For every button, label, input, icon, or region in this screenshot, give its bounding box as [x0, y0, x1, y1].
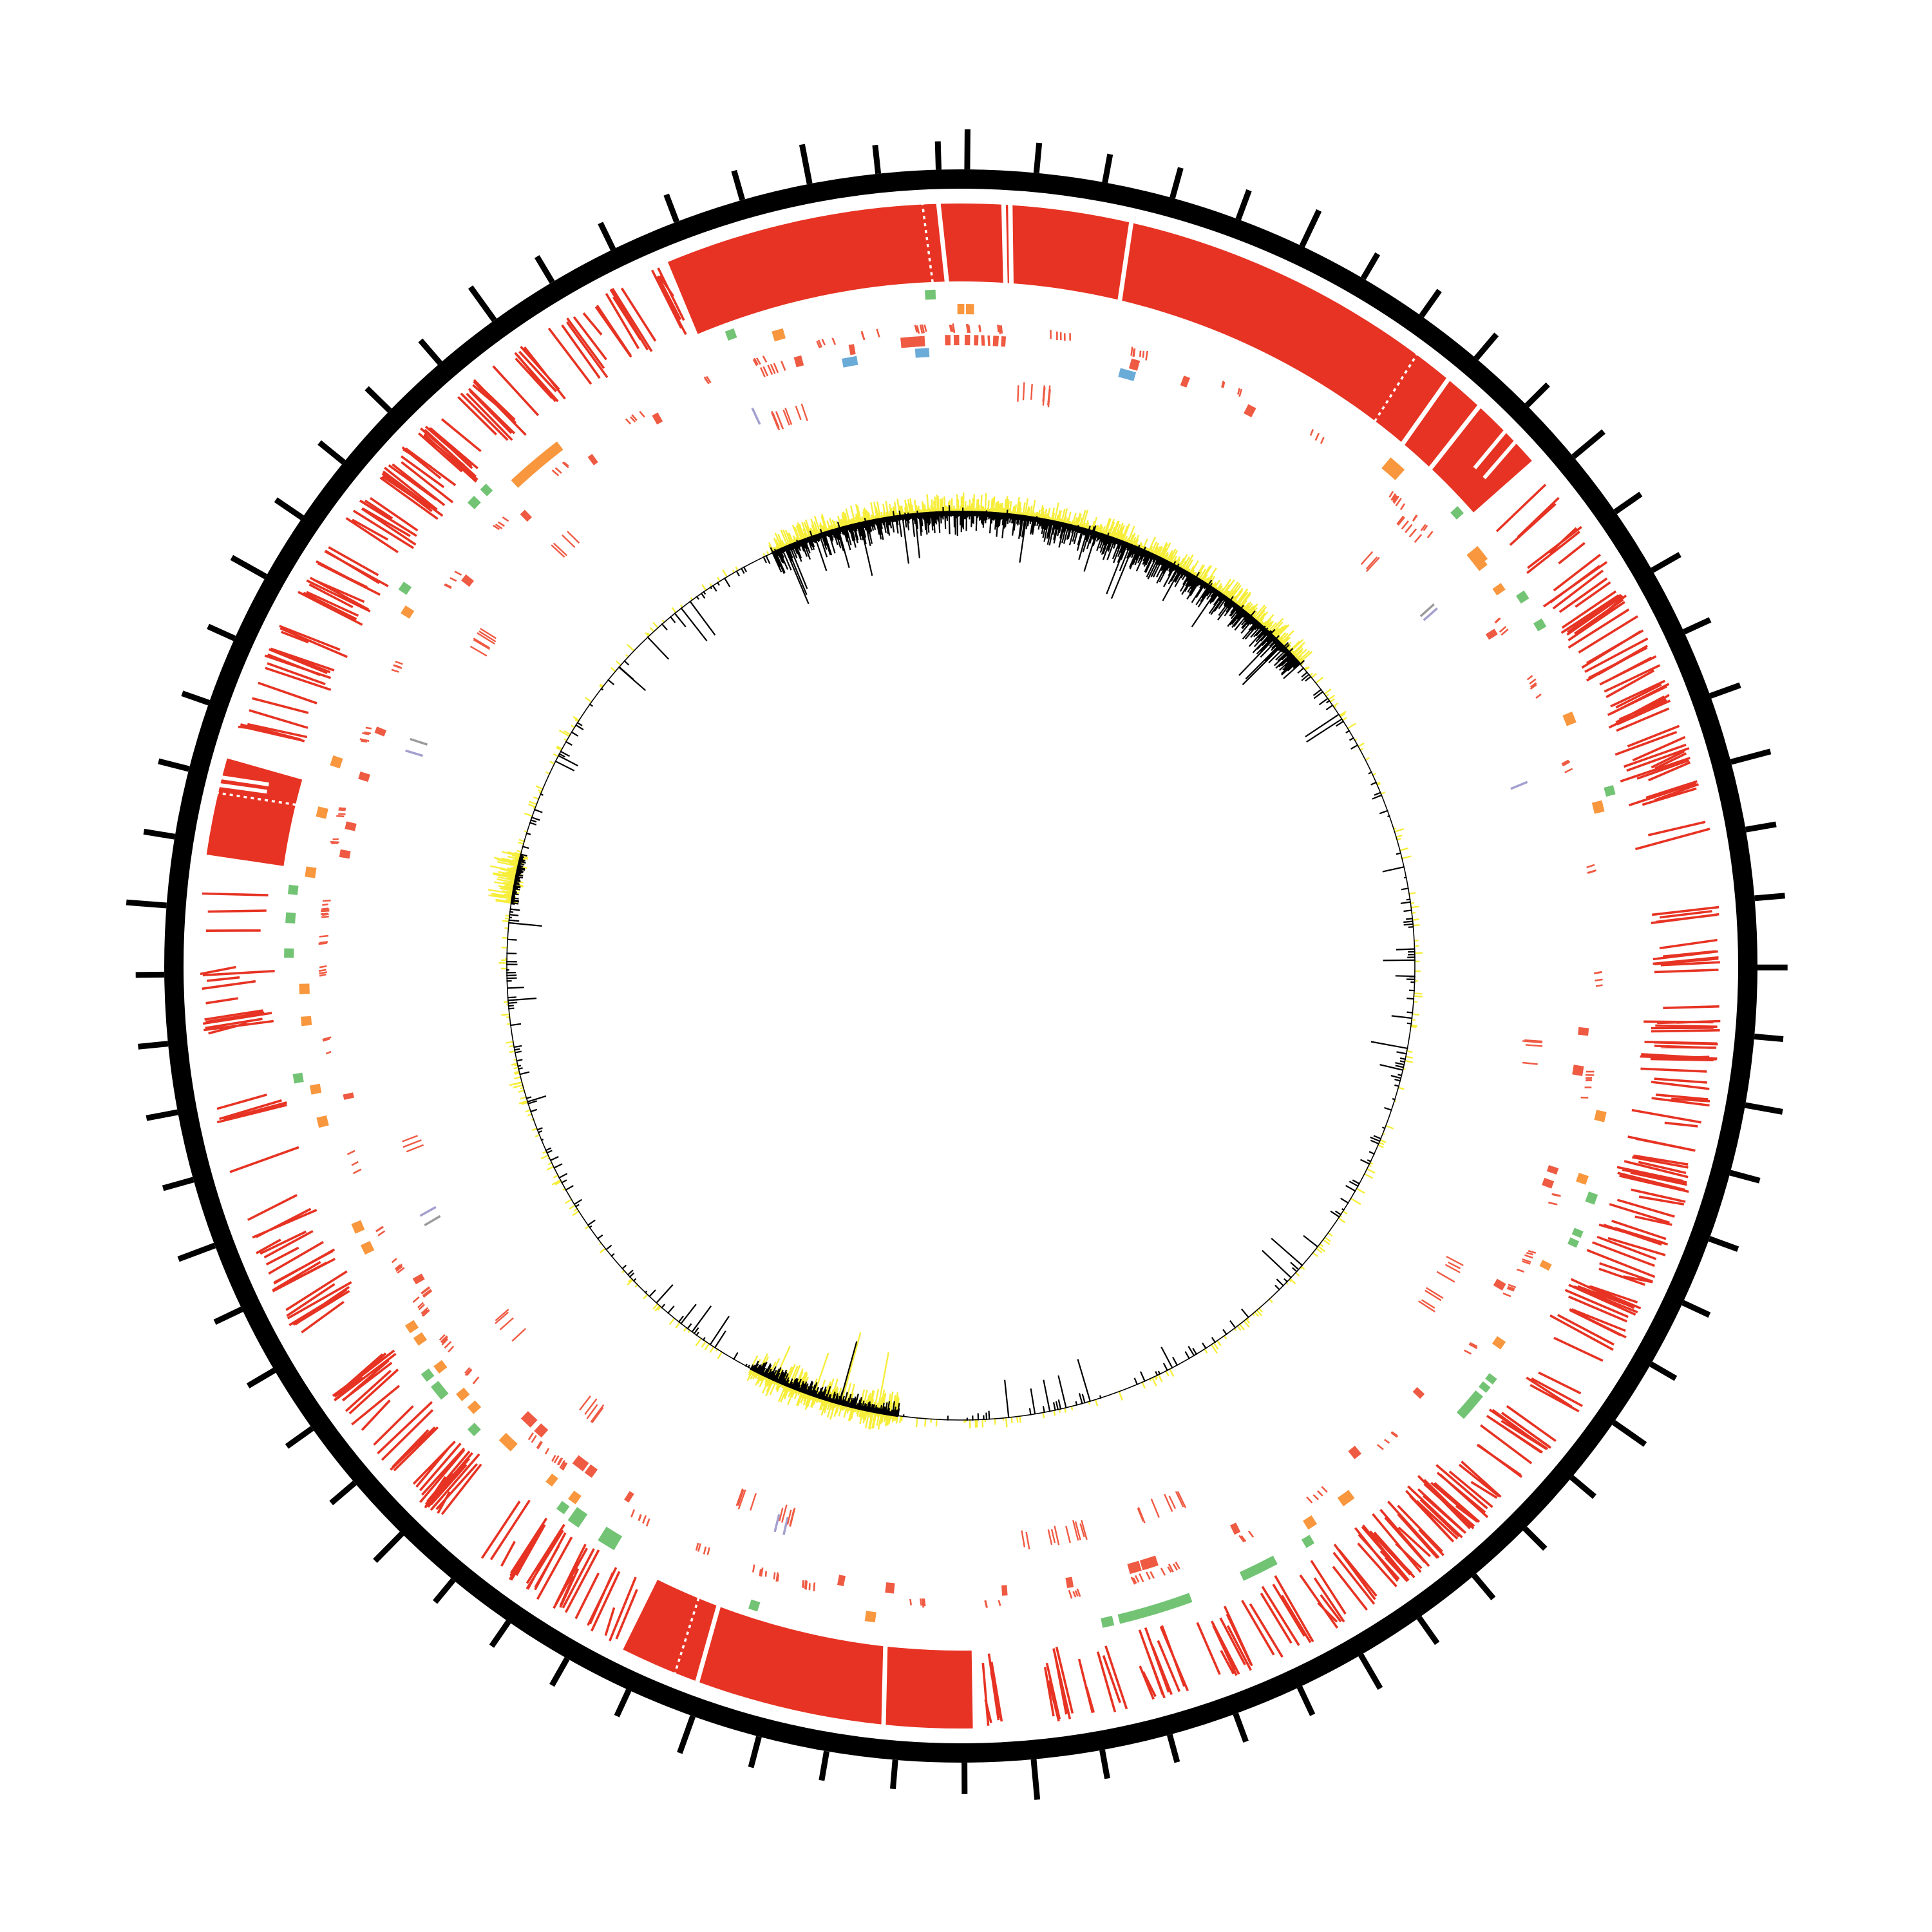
track-tiny-red-lines — [402, 382, 1543, 1549]
track-red-arcs — [206, 201, 1532, 1729]
track-lavender-ticks — [405, 407, 1528, 1535]
skew-graph-black — [506, 505, 1416, 1421]
track-blue-blocks — [842, 348, 1137, 381]
track-red-blocks-row — [339, 335, 1589, 1596]
track-orange-features — [299, 303, 1607, 1623]
skew-graph-yellow — [488, 492, 1423, 1430]
coordinate-ring-circle — [164, 169, 1757, 1763]
coordinate-ring — [164, 169, 1757, 1763]
scale-ticks — [126, 129, 1788, 1800]
track-red-gene-lines — [200, 267, 1721, 1726]
track-green-features — [284, 289, 1616, 1628]
track-small-red-marks — [318, 323, 1603, 1608]
